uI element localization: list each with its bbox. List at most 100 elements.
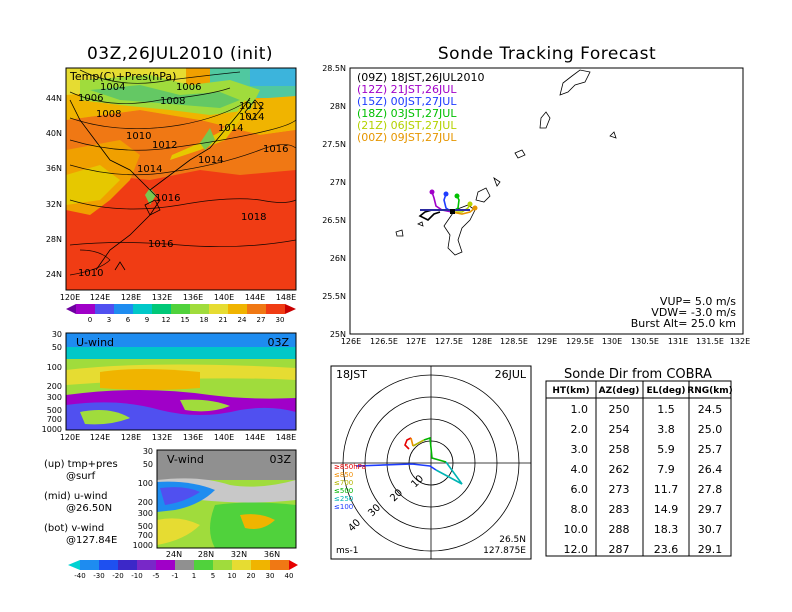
pressure-label: 1014	[218, 123, 243, 134]
table-cell: 288	[609, 523, 630, 536]
table-cell: 27.8	[698, 483, 723, 496]
colorbar-label: 3	[107, 316, 111, 324]
y-tick: 300	[138, 509, 153, 518]
u-wind-time: 03Z	[267, 336, 289, 349]
lon-tick: 148E	[276, 293, 296, 302]
pressure-label: 1014	[239, 112, 264, 123]
polar-date: 26JUL	[495, 368, 527, 381]
table-cell: 4.0	[571, 463, 589, 476]
y-tick: 700	[47, 415, 62, 424]
lat-tick: 28.5N	[322, 64, 346, 73]
y-tick: 700	[138, 531, 153, 540]
pressure-label: 1016	[155, 193, 180, 204]
y-tick: 100	[47, 363, 62, 372]
v-wind-section: V-wind 03Z	[156, 449, 297, 549]
y-tick: 200	[138, 498, 153, 507]
lon-tick: 128E	[472, 337, 492, 346]
v-wind-time: 03Z	[269, 453, 291, 466]
polar-lat: 26.5N	[499, 535, 526, 545]
pressure-label: 1010	[126, 131, 151, 142]
tracking-lat-ticks: 28.5N 28N 27.5N 27N 26.5N 26N 25.5N 25N	[322, 64, 346, 339]
legend-line: @127.84E	[66, 535, 117, 546]
lat-tick: 26.5N	[322, 216, 346, 225]
colorbar-label: 40	[285, 572, 294, 580]
pressure-label: 1008	[96, 109, 121, 120]
lon-tick: 128.5E	[500, 337, 528, 346]
pressure-label: 1016	[263, 144, 288, 155]
lon-tick: 126E	[341, 337, 361, 346]
hodograph-trace	[355, 436, 463, 485]
x-tick: 128E	[121, 433, 141, 442]
launch-site-marker	[450, 209, 455, 214]
temperature-map: 1004 1006 1006 1008 1008 1010 1012 1012 …	[65, 67, 297, 291]
table-cell: 8.0	[571, 503, 589, 516]
lat-tick: 25N	[330, 330, 346, 339]
x-tick: 124E	[90, 433, 110, 442]
colorbar-label: 1	[192, 572, 196, 580]
burst-marker	[467, 201, 473, 207]
level-entry: ≤500	[334, 487, 353, 495]
lat-tick: 28N	[330, 102, 346, 111]
lat-tick: 36N	[46, 164, 62, 173]
lon-tick: 136E	[183, 293, 203, 302]
legend-entry: (21Z) 06JST,27JUL	[357, 119, 457, 132]
table-cell: 5.9	[657, 443, 675, 456]
x-tick: 136E	[183, 433, 203, 442]
table-cell: 2.0	[571, 423, 589, 436]
lon-tick: 120E	[60, 293, 80, 302]
table-cell: 23.6	[654, 543, 679, 556]
u-wind-label: U-wind	[76, 336, 114, 349]
lon-tick: 132E	[152, 293, 172, 302]
burst-marker	[454, 193, 460, 199]
table-cell: 11.7	[654, 483, 679, 496]
lon-tick: 129.5E	[566, 337, 594, 346]
burst-marker	[472, 205, 478, 211]
table-header-cell: RNG(km)	[687, 386, 732, 396]
lat-tick: 28N	[46, 235, 62, 244]
panel-legend-text: (up) tmp+pres @surf (mid) u-wind @26.50N…	[44, 459, 118, 546]
lon-tick: 124E	[90, 293, 110, 302]
x-tick: 32N	[231, 550, 247, 559]
lat-tick: 40N	[46, 129, 62, 138]
table-cell: 283	[609, 503, 630, 516]
x-tick: 24N	[166, 550, 182, 559]
lon-tick: 131.5E	[696, 337, 724, 346]
colorbar-label: 9	[145, 316, 149, 324]
u-wind-x-ticks: 120E 124E 128E 132E 136E 140E 144E 148E	[60, 433, 296, 442]
lon-tick: 140E	[214, 293, 234, 302]
level-entry: ≤100	[334, 503, 353, 511]
pressure-label: 1016	[148, 239, 173, 250]
level-entry: ≤850	[334, 471, 353, 479]
table-header-cell: EL(deg)	[646, 386, 685, 396]
legend-line: @26.50N	[66, 503, 112, 514]
u-wind-section: U-wind 03Z	[65, 332, 297, 431]
colorbar-label: -5	[153, 572, 160, 580]
table-cell: 24.5	[698, 403, 723, 416]
table-body: 1.0 250 1.5 24.5 2.0 254 3.8 25.0 3.0 258 5.9 25.7 4…	[564, 403, 723, 556]
x-tick: 36N	[264, 550, 280, 559]
table-cell: 12.0	[564, 543, 589, 556]
pressure-label: 1014	[198, 155, 223, 166]
tracking-params: VUP= 5.0 m/s VDW= -3.0 m/s Burst Alt= 25…	[631, 295, 737, 330]
map-lon-ticks: 120E 124E 128E 132E 136E 140E 144E 148E	[60, 293, 296, 302]
lon-tick: 130.5E	[631, 337, 659, 346]
lon-tick: 129E	[537, 337, 557, 346]
y-tick: 500	[47, 406, 62, 415]
polar-hodograph: 10 20 30 40 18JST 26JUL 26.5N 127.875E m…	[330, 365, 532, 560]
y-tick: 50	[143, 460, 153, 469]
table-cell: 30.7	[698, 523, 723, 536]
lon-tick: 128E	[121, 293, 141, 302]
x-tick: 140E	[214, 433, 234, 442]
table-cell: 287	[609, 543, 630, 556]
burst-marker	[443, 191, 449, 197]
colorbar-label: -20	[112, 572, 123, 580]
y-tick: 300	[47, 393, 62, 402]
table-cell: 273	[609, 483, 630, 496]
table-cell: 25.7	[698, 443, 723, 456]
v-wind-y-ticks: 30 50 100 200 300 500 700 1000	[133, 447, 153, 550]
lat-tick: 27.5N	[322, 140, 346, 149]
pressure-label: 1008	[160, 96, 185, 107]
colorbar-label: 15	[181, 316, 190, 324]
table-cell: 6.0	[571, 483, 589, 496]
pressure-label: 1004	[100, 82, 125, 93]
